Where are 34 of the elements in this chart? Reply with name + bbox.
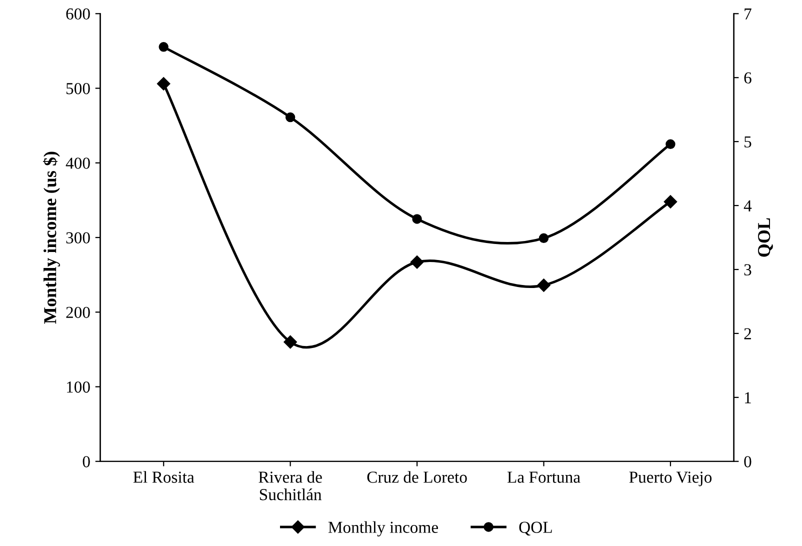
legend-label: QOL bbox=[519, 522, 552, 536]
x-tick-label: El Rosita bbox=[133, 471, 194, 483]
y-axis-title: Monthly income (us $) bbox=[43, 152, 60, 324]
y-tick-label: 200 bbox=[66, 306, 90, 318]
point bbox=[158, 42, 168, 52]
point bbox=[666, 139, 676, 149]
y2-tick-label: 4 bbox=[744, 200, 752, 212]
point bbox=[412, 214, 422, 224]
y2-tick-label: 0 bbox=[744, 456, 752, 468]
point bbox=[410, 256, 424, 269]
point bbox=[664, 195, 678, 208]
x-tick-label: La Fortuna bbox=[507, 472, 580, 483]
y-tick-label: 400 bbox=[66, 158, 90, 169]
point bbox=[284, 335, 297, 349]
y-tick-label: 300 bbox=[66, 232, 90, 244]
y2-tick-label: 7 bbox=[744, 8, 752, 20]
y-tick-label: 0 bbox=[82, 456, 90, 468]
y2-tick-label: 6 bbox=[744, 72, 752, 84]
x-tick-label: Rivera de Suchitlán bbox=[258, 471, 322, 500]
point bbox=[285, 112, 296, 122]
y-tick-label: 500 bbox=[66, 82, 90, 94]
x-tick-label: Puerto Viejo bbox=[629, 472, 712, 486]
point bbox=[157, 77, 170, 90]
legend-label: Monthly income bbox=[328, 521, 438, 536]
y2-tick-label: 3 bbox=[744, 264, 752, 276]
y2-tick-label: 1 bbox=[745, 392, 751, 404]
y2-tick-label: 2 bbox=[744, 328, 751, 340]
x-tick-label: Cruz de Loreto bbox=[367, 471, 467, 483]
y-tick-label: 600 bbox=[66, 8, 90, 20]
y2-tick-label: 5 bbox=[744, 136, 752, 148]
y2-axis-title: QOL bbox=[758, 218, 773, 257]
point bbox=[538, 233, 549, 244]
y-tick-label: 100 bbox=[66, 381, 90, 393]
point bbox=[537, 278, 550, 292]
